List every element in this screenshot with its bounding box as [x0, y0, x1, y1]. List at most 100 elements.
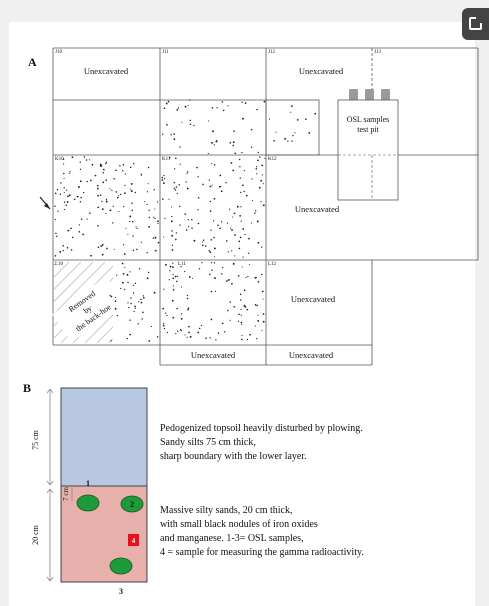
osl-sample-3: [109, 557, 133, 575]
find-dot: [88, 159, 90, 161]
find-dot: [86, 180, 88, 183]
find-dot: [82, 233, 84, 236]
sample-tube: [349, 89, 358, 100]
find-dot: [142, 295, 145, 297]
find-dot: [171, 244, 174, 246]
find-dot: [188, 331, 190, 334]
find-dot: [242, 256, 244, 258]
find-dot: [175, 332, 177, 335]
find-dot: [217, 332, 220, 334]
find-dot: [132, 292, 135, 294]
find-dot: [79, 168, 82, 170]
find-dot: [287, 140, 289, 142]
find-dot: [116, 196, 119, 199]
find-dot: [66, 246, 69, 249]
find-dot: [176, 192, 178, 195]
grid-id-j12: J12: [268, 50, 275, 55]
find-dot: [65, 204, 68, 207]
find-dot: [102, 243, 104, 245]
depth-lower: 20 cm: [31, 524, 40, 545]
find-dot: [97, 194, 99, 197]
find-dot: [133, 310, 135, 313]
hatch-line: [53, 261, 106, 316]
find-dot: [130, 190, 133, 193]
find-dot: [197, 331, 199, 334]
find-dot: [124, 288, 126, 291]
find-dot: [262, 320, 265, 323]
find-dot: [136, 227, 138, 230]
find-dot: [156, 201, 159, 203]
find-dot: [175, 232, 178, 234]
find-dot: [189, 119, 191, 122]
find-dot: [227, 251, 229, 253]
find-dot: [179, 146, 181, 148]
find-dot: [225, 181, 227, 184]
find-dot: [209, 251, 212, 254]
find-dot: [259, 156, 261, 158]
find-dot: [97, 246, 100, 249]
find-dot: [239, 158, 241, 161]
find-dot: [211, 262, 213, 264]
find-dot: [172, 262, 174, 264]
find-dot: [241, 338, 243, 341]
find-dot: [242, 228, 245, 230]
find-dot: [173, 187, 176, 190]
find-dot: [240, 314, 242, 316]
find-dot: [85, 159, 88, 161]
find-dot: [63, 187, 65, 189]
find-dot: [78, 231, 80, 233]
unexcavated-labels: Unexcavated Unexcavated Unexcavated Unex…: [84, 66, 344, 360]
find-dot: [134, 191, 137, 194]
find-dot: [227, 105, 229, 107]
find-dot: [142, 311, 144, 314]
find-dot: [77, 195, 79, 197]
hatch-line: [53, 261, 58, 267]
lower-desc-line4: 4 = sample for measuring the gamma radio…: [160, 547, 364, 558]
find-dot: [162, 323, 165, 325]
find-dot: [148, 271, 150, 274]
find-dot: [169, 265, 172, 268]
find-dot: [242, 117, 244, 120]
find-dot: [179, 224, 181, 226]
find-dot: [257, 151, 260, 154]
north-arrow-icon: [39, 196, 51, 210]
find-dot: [86, 218, 88, 220]
find-dot: [184, 213, 187, 215]
find-dot: [254, 212, 256, 214]
find-dot: [153, 189, 156, 191]
find-dot: [163, 236, 165, 238]
find-dot: [119, 193, 122, 196]
find-dot: [90, 254, 92, 257]
find-dot: [63, 201, 66, 203]
find-dot: [213, 262, 216, 264]
find-dot: [180, 317, 183, 320]
find-dot: [132, 249, 135, 252]
find-dot: [261, 174, 263, 176]
find-dot: [141, 318, 143, 320]
find-dot: [186, 173, 188, 175]
upper-desc-line1: Pedogenized topsoil heavily disturbed by…: [160, 423, 363, 434]
find-dot: [66, 200, 69, 203]
find-dot: [210, 290, 213, 293]
find-dot: [176, 280, 178, 283]
find-dot: [109, 188, 111, 190]
find-dot: [234, 255, 236, 257]
find-dot: [134, 282, 137, 285]
find-dot: [91, 163, 94, 166]
find-dot: [161, 176, 164, 179]
grid-id-l12: L12: [268, 262, 277, 267]
find-dot: [121, 262, 124, 265]
open-external-button[interactable]: [462, 8, 489, 40]
find-dot: [144, 201, 146, 203]
find-dot: [245, 194, 248, 197]
find-dot: [170, 134, 172, 136]
sample-tube: [365, 89, 374, 100]
find-dot: [175, 186, 178, 188]
find-dot: [209, 273, 211, 276]
find-dot: [242, 184, 244, 187]
find-dot: [97, 224, 99, 227]
find-dot: [148, 209, 150, 212]
find-dot: [187, 308, 189, 311]
find-dot: [57, 210, 59, 212]
find-dot: [148, 216, 151, 219]
